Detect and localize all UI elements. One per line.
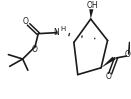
Polygon shape [89,9,93,19]
Text: H: H [60,26,65,32]
Text: N: N [53,28,59,37]
Text: O: O [106,72,112,81]
Polygon shape [101,57,116,68]
Text: OH: OH [87,1,99,10]
Text: O: O [22,17,28,26]
Text: O: O [31,45,37,54]
Text: O: O [125,50,131,59]
